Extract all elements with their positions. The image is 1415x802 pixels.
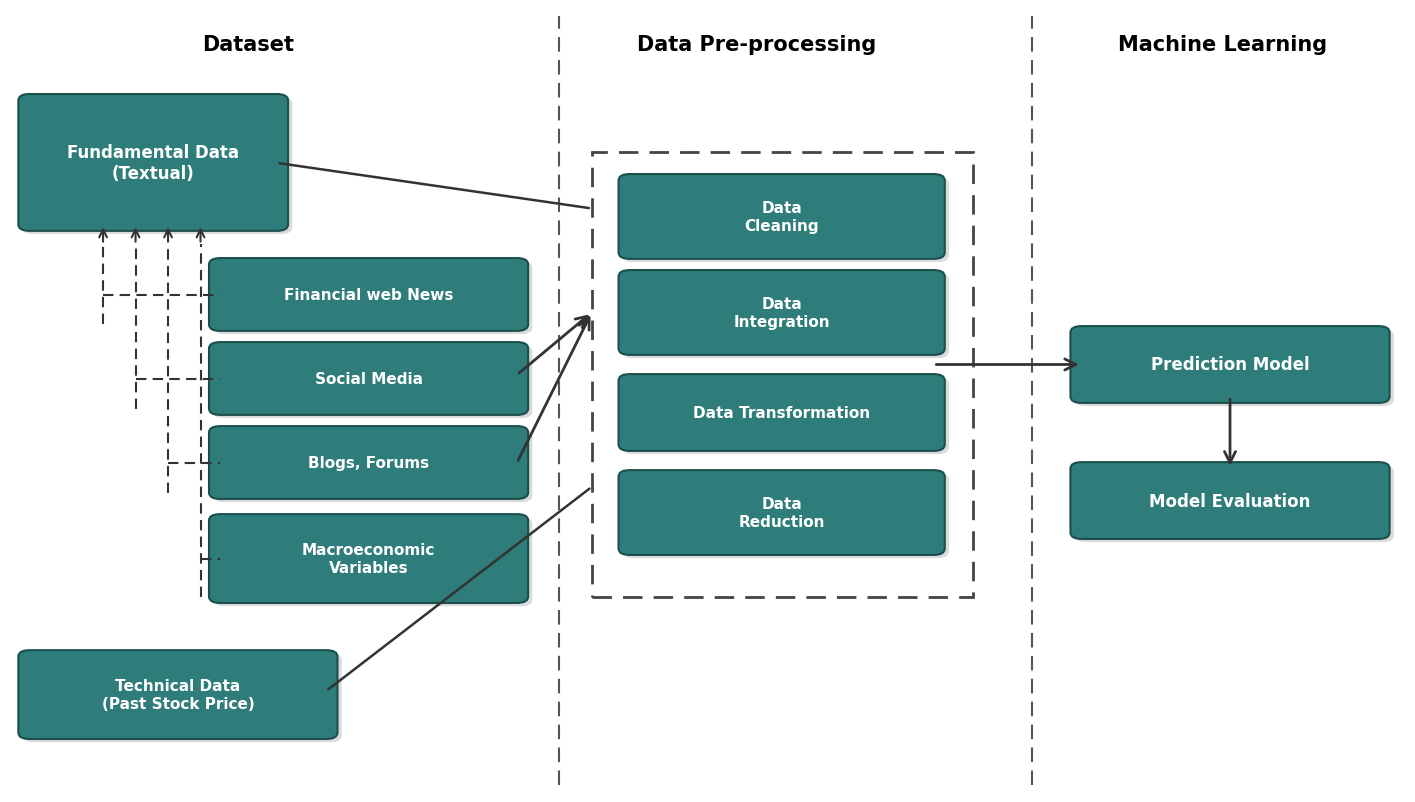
FancyBboxPatch shape (23, 654, 342, 743)
FancyBboxPatch shape (209, 342, 528, 415)
FancyBboxPatch shape (1074, 330, 1394, 407)
FancyBboxPatch shape (214, 517, 532, 606)
FancyBboxPatch shape (618, 175, 945, 260)
Text: Fundamental Data
(Textual): Fundamental Data (Textual) (67, 144, 239, 183)
Text: Technical Data
(Past Stock Price): Technical Data (Past Stock Price) (102, 678, 255, 711)
Text: Dataset: Dataset (202, 35, 294, 55)
FancyBboxPatch shape (214, 262, 532, 334)
Text: Macroeconomic
Variables: Macroeconomic Variables (301, 543, 436, 575)
FancyBboxPatch shape (209, 515, 528, 603)
Text: Data
Integration: Data Integration (733, 297, 831, 330)
Text: Machine Learning: Machine Learning (1118, 35, 1327, 55)
FancyBboxPatch shape (1074, 466, 1394, 542)
FancyBboxPatch shape (209, 427, 528, 500)
FancyBboxPatch shape (623, 178, 949, 263)
FancyBboxPatch shape (18, 650, 338, 739)
FancyBboxPatch shape (214, 346, 532, 419)
Text: Data
Cleaning: Data Cleaning (744, 201, 819, 233)
FancyBboxPatch shape (618, 271, 945, 355)
Text: Financial web News: Financial web News (284, 288, 453, 302)
FancyBboxPatch shape (618, 375, 945, 452)
FancyBboxPatch shape (623, 274, 949, 358)
Text: Blogs, Forums: Blogs, Forums (308, 456, 429, 471)
FancyBboxPatch shape (214, 430, 532, 503)
FancyBboxPatch shape (623, 378, 949, 455)
FancyBboxPatch shape (1070, 463, 1390, 539)
Text: Data Transformation: Data Transformation (693, 406, 870, 420)
FancyBboxPatch shape (23, 98, 293, 235)
Text: Data Pre-processing: Data Pre-processing (637, 35, 876, 55)
Text: Data
Reduction: Data Reduction (739, 496, 825, 529)
FancyBboxPatch shape (18, 95, 289, 232)
FancyBboxPatch shape (618, 471, 945, 555)
Text: Prediction Model: Prediction Model (1150, 356, 1309, 374)
Text: Model Evaluation: Model Evaluation (1149, 492, 1310, 510)
FancyBboxPatch shape (209, 259, 528, 331)
Bar (591, 153, 974, 597)
FancyBboxPatch shape (1070, 326, 1390, 403)
Text: Social Media: Social Media (314, 371, 423, 387)
FancyBboxPatch shape (623, 474, 949, 558)
